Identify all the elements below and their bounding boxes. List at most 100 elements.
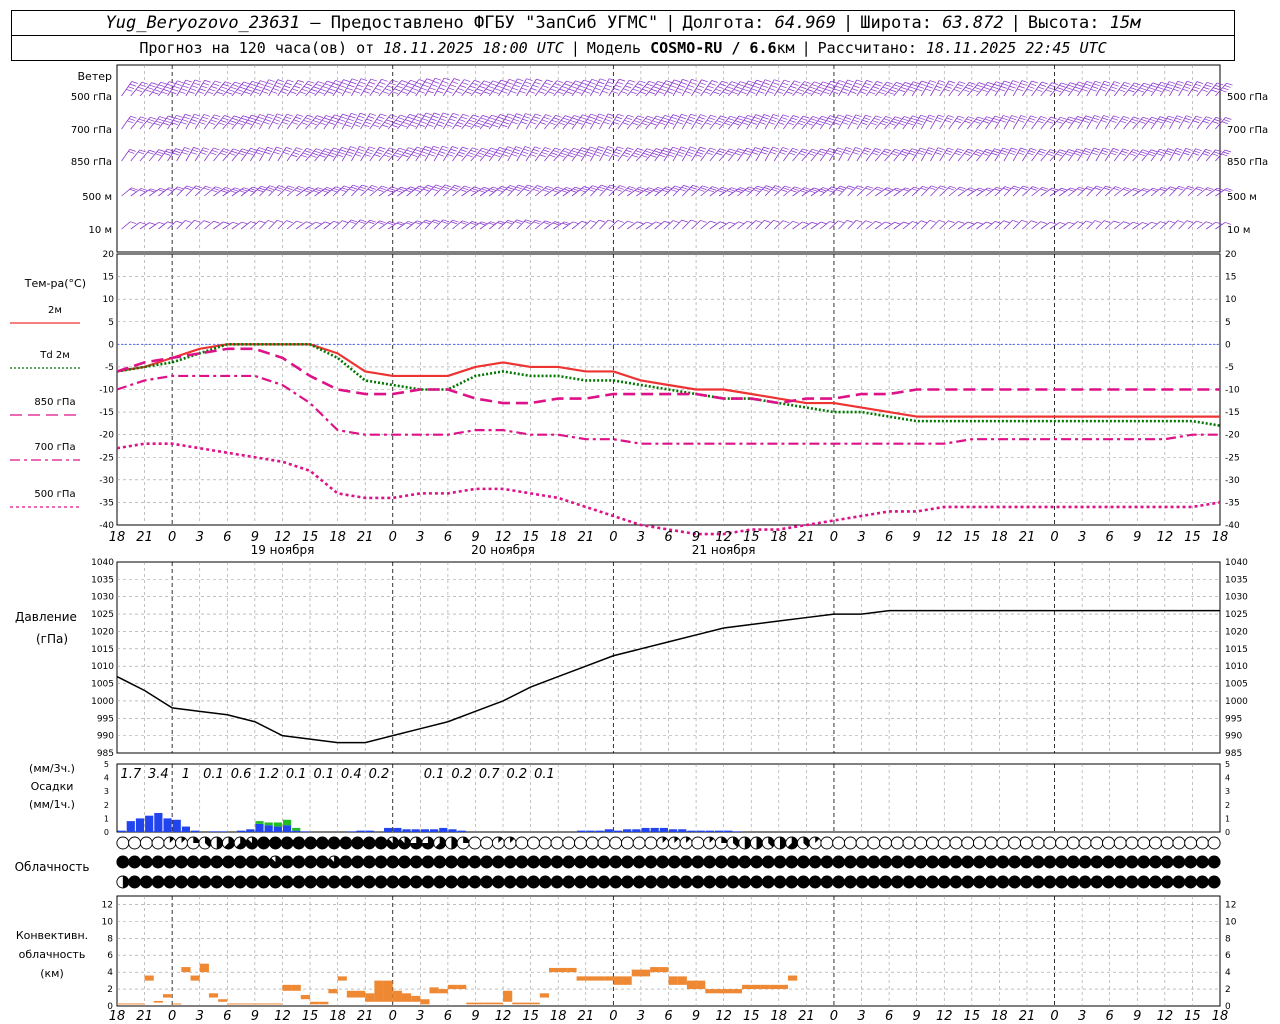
wind-barb-flag bbox=[965, 151, 973, 154]
wind-barb-flag bbox=[637, 115, 645, 119]
wind-barb-flag bbox=[273, 151, 280, 155]
wind-barb-flag bbox=[140, 116, 147, 120]
wind-barb-flag bbox=[740, 81, 747, 84]
wind-barb-flag bbox=[1084, 117, 1091, 121]
wind-barb-flag bbox=[379, 81, 386, 85]
wind-barb-flag bbox=[389, 221, 396, 224]
wind-barb-flag bbox=[1077, 221, 1084, 224]
wind-barb-flag bbox=[920, 187, 927, 191]
precip-ytick-label-right: 1 bbox=[1225, 814, 1230, 823]
cloud-symbol-fill bbox=[961, 856, 974, 868]
cloud-symbol-fill bbox=[996, 876, 1009, 888]
wind-barb bbox=[507, 78, 518, 97]
wind-barb-flag bbox=[617, 81, 624, 85]
temp-ytick-label-right: -35 bbox=[1225, 498, 1240, 508]
wind-barb-flag bbox=[301, 122, 308, 126]
conv-block bbox=[126, 1003, 136, 1005]
wind-barb-flag bbox=[936, 117, 943, 120]
cloud-symbol-fill bbox=[1102, 876, 1115, 888]
wind-barb-flag bbox=[883, 118, 890, 122]
wind-barb-flag bbox=[1055, 89, 1062, 93]
wind-barb-flag bbox=[1013, 185, 1020, 189]
wind-barb-flag bbox=[596, 84, 603, 88]
wind-barb bbox=[911, 220, 922, 230]
wind-barb-flag bbox=[1002, 147, 1009, 151]
wind-barb-flag bbox=[903, 116, 911, 119]
wind-barb-flag bbox=[486, 152, 494, 155]
wind-barb-flag bbox=[1032, 186, 1039, 189]
wind-barb-flag bbox=[496, 85, 503, 89]
wind-barb-flag bbox=[1082, 120, 1089, 123]
wind-barb-flag bbox=[317, 81, 325, 84]
wind-barb bbox=[884, 82, 897, 97]
precip-bar bbox=[724, 830, 733, 832]
wind-barb-flag bbox=[744, 86, 751, 89]
wind-barb bbox=[599, 219, 609, 230]
wind-barb-flag bbox=[149, 222, 156, 225]
wind-barb-flag bbox=[894, 221, 901, 225]
wind-barb-flag bbox=[817, 120, 824, 124]
wind-barb-flag bbox=[856, 220, 863, 223]
wind-barb bbox=[185, 220, 195, 230]
wind-barb-flag bbox=[126, 88, 133, 92]
precip-total-label: 0.2 bbox=[369, 767, 390, 782]
day-label: 20 ноября bbox=[471, 543, 535, 557]
lon-value: 64.969 bbox=[774, 13, 837, 33]
wind-barb-flag bbox=[1134, 187, 1141, 191]
wind-barb-flag bbox=[369, 187, 376, 190]
wind-barb-flag bbox=[357, 84, 364, 88]
cloud-symbol-fill bbox=[480, 856, 493, 868]
wind-barb-flag bbox=[413, 151, 420, 155]
wind-barb-flag bbox=[545, 114, 552, 117]
precip-bar bbox=[604, 829, 613, 832]
wind-barb-flag bbox=[1132, 221, 1140, 225]
wind-barb-flag bbox=[229, 152, 236, 156]
wind-barb-flag bbox=[169, 81, 176, 84]
wind-barb-flag bbox=[227, 122, 235, 126]
wind-barb-flag bbox=[856, 79, 863, 83]
wind-barb-flag bbox=[1093, 83, 1100, 87]
cloud-symbol-fill bbox=[815, 837, 820, 843]
wind-barb-flag bbox=[782, 220, 790, 224]
wind-barb-flag bbox=[645, 118, 652, 121]
wind-barb-flag bbox=[1103, 147, 1110, 151]
wind-barb-flag bbox=[1039, 84, 1047, 87]
wind-barb-flag bbox=[374, 154, 381, 157]
wind-barb-flag bbox=[454, 184, 461, 188]
wind-barb-flag bbox=[1177, 220, 1184, 223]
wind-barb-flag bbox=[436, 124, 443, 127]
wind-barb-flag bbox=[1177, 80, 1184, 84]
wind-barb-flag bbox=[490, 147, 498, 151]
wind-barb-flag bbox=[904, 82, 912, 85]
cloud-symbol bbox=[1066, 836, 1080, 850]
wind-barb bbox=[590, 219, 600, 230]
wind-barb-flag bbox=[763, 82, 770, 85]
cloud-symbol-fill bbox=[328, 876, 341, 888]
cloud-symbol-fill bbox=[187, 876, 200, 888]
wind-barb bbox=[571, 114, 583, 130]
wind-barb-flag bbox=[364, 154, 371, 157]
cloud-symbol-fill bbox=[527, 856, 540, 868]
wind-barb-flag bbox=[625, 149, 632, 153]
wind-barb-flag bbox=[156, 86, 163, 90]
wind-barb-flag bbox=[398, 188, 405, 192]
wind-barb bbox=[764, 79, 775, 97]
wind-barb bbox=[636, 221, 647, 230]
wind-barb bbox=[626, 115, 639, 130]
wind-barb-flag bbox=[479, 190, 486, 193]
wind-barb-flag bbox=[891, 120, 898, 124]
wind-barb-flag bbox=[1031, 80, 1038, 84]
wind-barb-flag bbox=[571, 150, 578, 153]
cloud-symbol bbox=[890, 836, 904, 850]
wind-barb-flag bbox=[229, 120, 237, 123]
wind-barb-flag bbox=[1110, 86, 1118, 90]
wind-barb-flag bbox=[700, 114, 707, 117]
wind-barb-flag bbox=[918, 150, 925, 153]
wind-level-label-right: 850 гПа bbox=[1227, 157, 1268, 168]
wind-barb-flag bbox=[511, 154, 518, 157]
temp-series-2 bbox=[116, 347, 1220, 405]
wind-barb-flag bbox=[328, 154, 335, 158]
wind-barb-flag bbox=[572, 221, 580, 225]
wind-barb-flag bbox=[905, 187, 912, 191]
